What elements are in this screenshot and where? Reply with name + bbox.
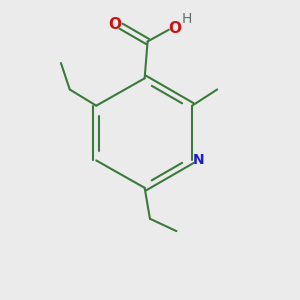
Text: O: O bbox=[108, 17, 121, 32]
Text: N: N bbox=[193, 154, 204, 167]
Text: H: H bbox=[182, 11, 192, 26]
Text: O: O bbox=[168, 21, 181, 36]
